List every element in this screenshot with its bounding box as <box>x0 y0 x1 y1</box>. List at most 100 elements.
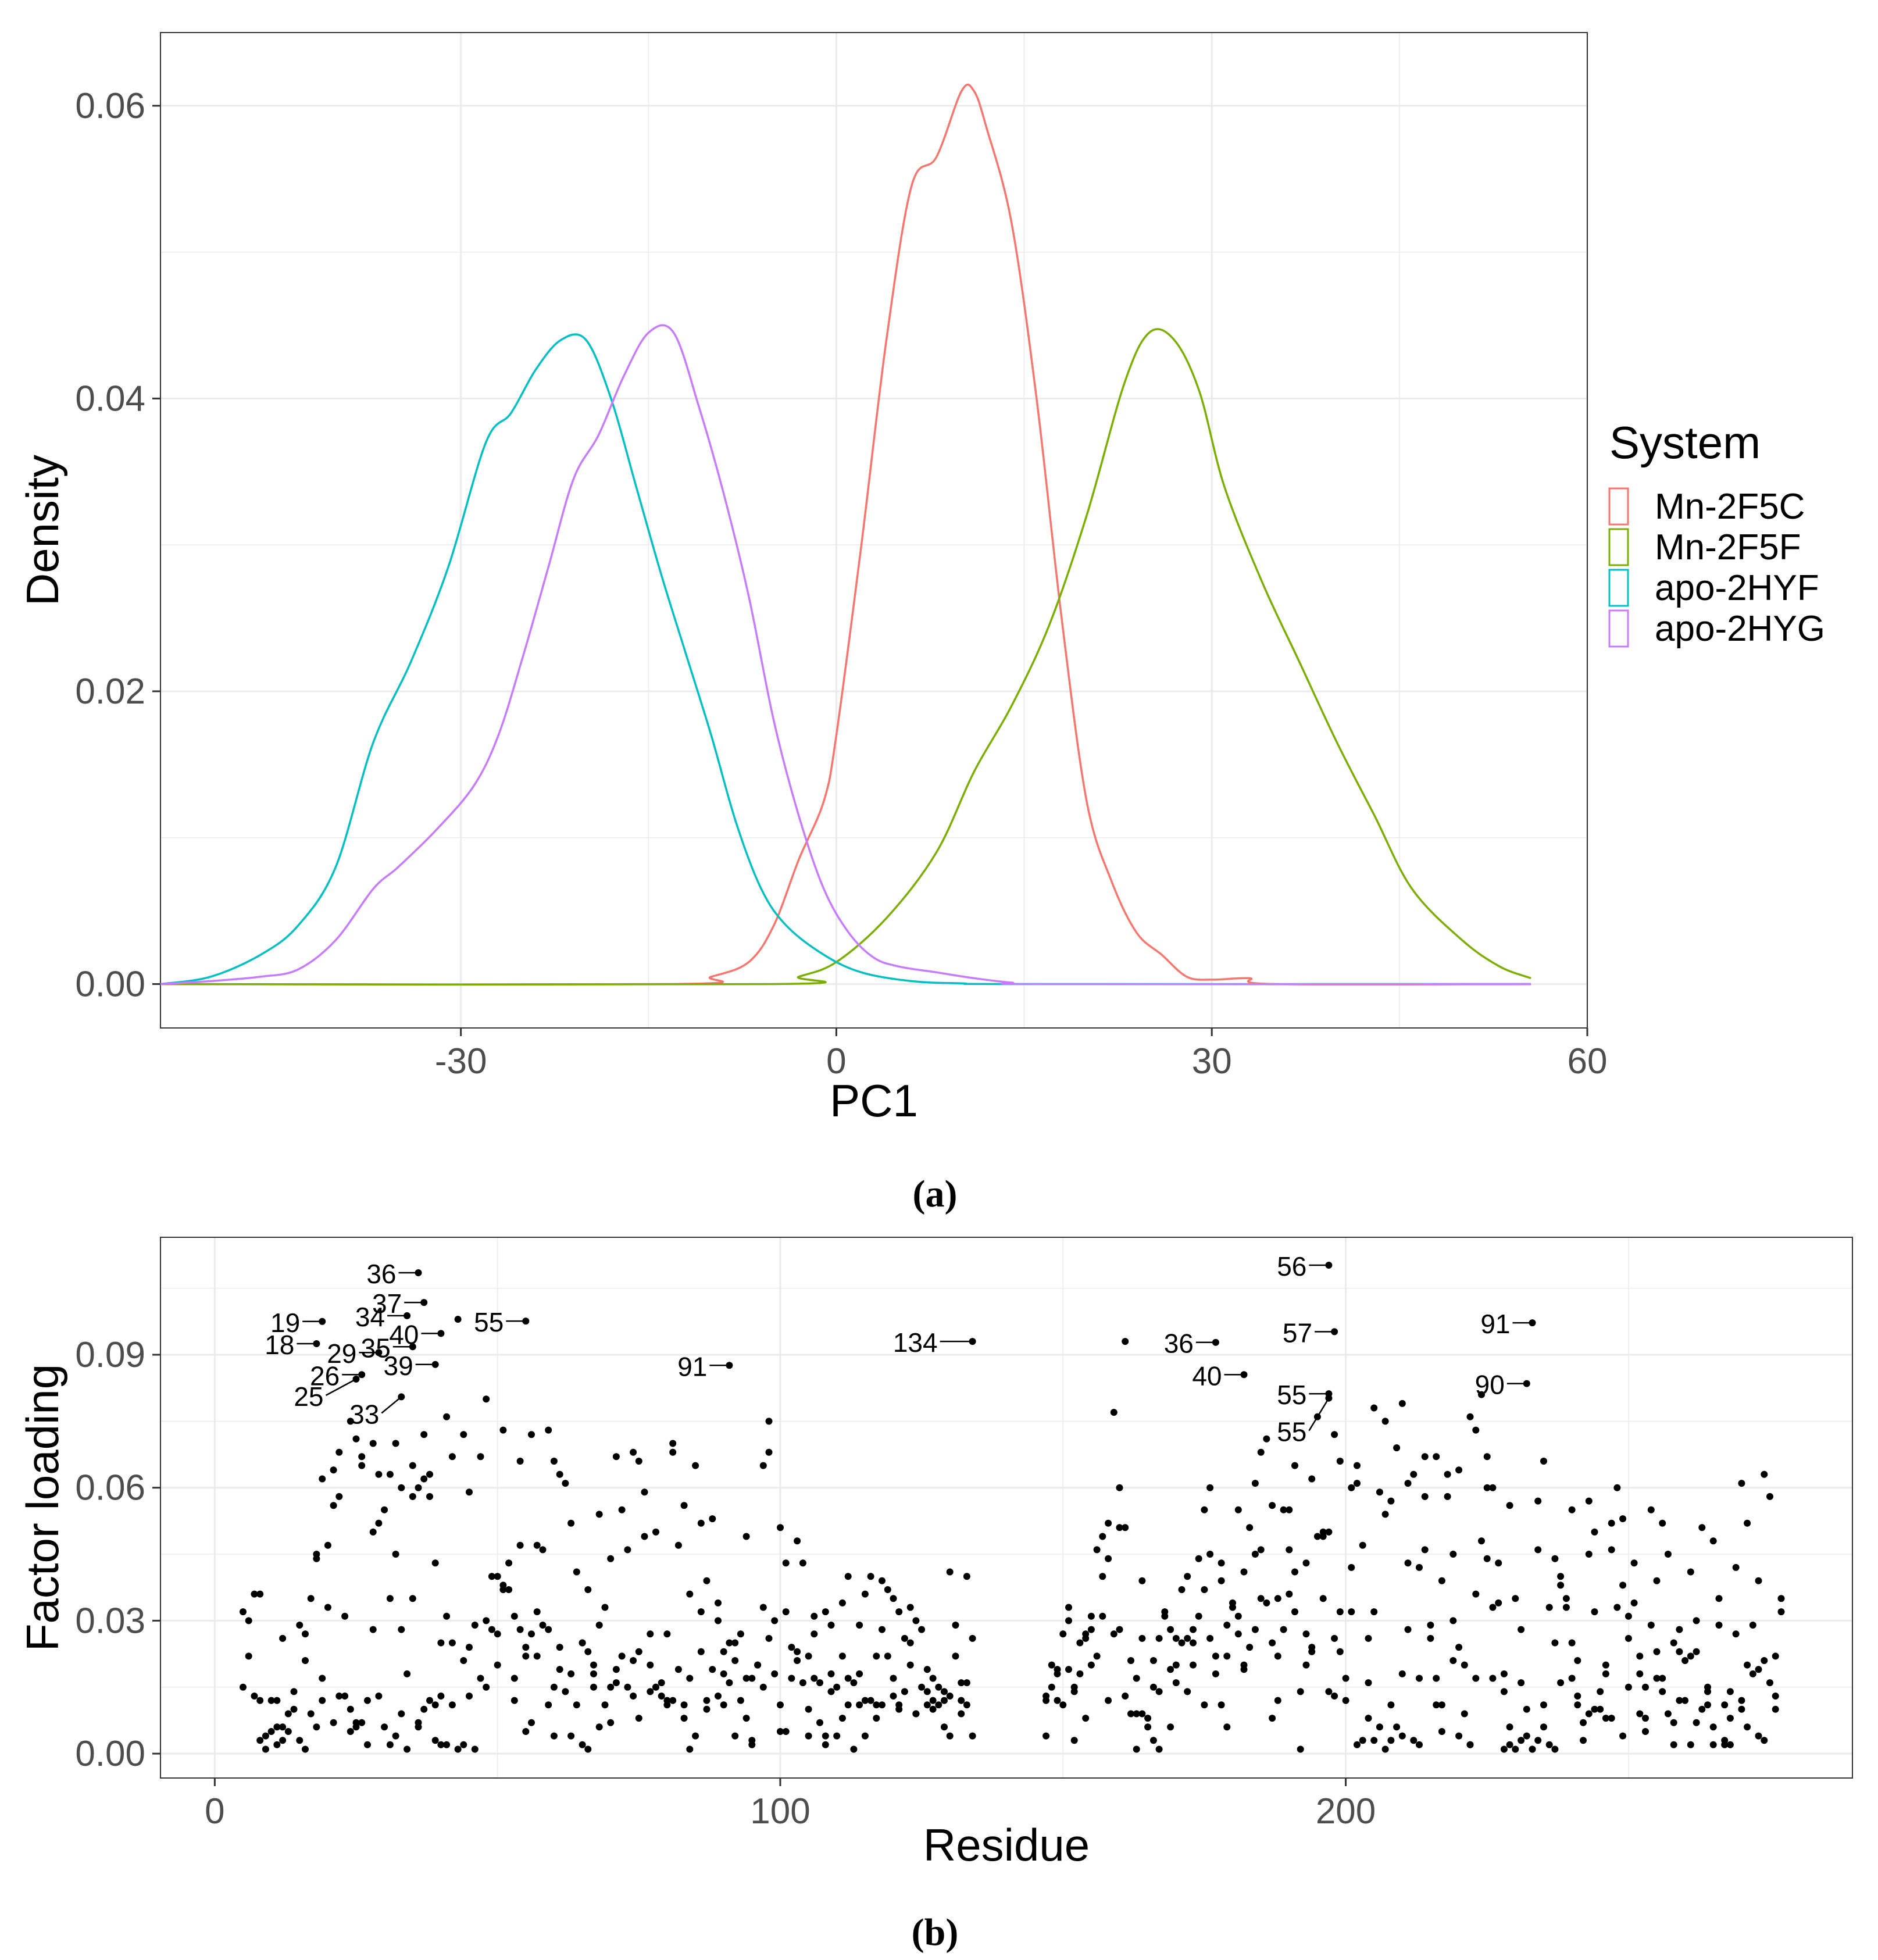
data-point <box>1568 1675 1576 1682</box>
data-point <box>1054 1670 1061 1677</box>
data-point <box>1766 1679 1773 1687</box>
data-point <box>1512 1595 1519 1602</box>
data-point <box>1704 1701 1711 1709</box>
data-point <box>867 1697 874 1704</box>
data-point <box>799 1679 806 1687</box>
data-point <box>550 1458 558 1465</box>
data-point <box>1054 1697 1061 1704</box>
data-point <box>1670 1719 1677 1726</box>
data-point <box>556 1644 563 1651</box>
data-point <box>1331 1431 1338 1438</box>
data-point <box>409 1493 416 1500</box>
data-point <box>386 1470 394 1478</box>
data-point <box>1557 1581 1565 1589</box>
data-point <box>1195 1612 1202 1620</box>
data-point <box>929 1697 937 1704</box>
data-point <box>1184 1634 1191 1642</box>
legend-item-mn-2f5f: Mn-2F5F <box>1608 527 1801 567</box>
data-point <box>929 1675 937 1682</box>
data-point <box>844 1675 852 1682</box>
data-point <box>1461 1710 1468 1718</box>
data-point <box>1619 1732 1627 1740</box>
data-point <box>1302 1630 1310 1638</box>
data-point <box>737 1630 744 1638</box>
data-point <box>1093 1652 1101 1660</box>
data-point <box>1354 1741 1361 1748</box>
data-point <box>1195 1555 1202 1562</box>
data-point <box>1308 1475 1316 1483</box>
label-leader-line <box>325 1378 357 1397</box>
data-point <box>1155 1688 1163 1695</box>
data-point <box>1365 1634 1372 1642</box>
x-axis-title: PC1 <box>830 1075 918 1126</box>
data-point <box>923 1666 931 1673</box>
data-point <box>494 1661 501 1669</box>
data-point <box>522 1728 530 1735</box>
data-point <box>358 1719 366 1726</box>
data-point <box>1172 1661 1180 1669</box>
data-point <box>533 1608 541 1616</box>
data-point <box>488 1573 495 1580</box>
data-point <box>1065 1617 1072 1625</box>
data-point <box>1580 1719 1587 1726</box>
point-label: 91 <box>677 1351 707 1381</box>
data-point <box>1280 1626 1287 1633</box>
data-point <box>256 1590 264 1598</box>
data-point <box>1772 1652 1779 1660</box>
data-point <box>686 1675 694 1682</box>
data-point <box>279 1737 287 1744</box>
data-point <box>884 1652 891 1660</box>
data-point <box>759 1462 767 1469</box>
data-point <box>448 1453 456 1461</box>
data-point <box>352 1719 360 1726</box>
data-point <box>1693 1617 1700 1625</box>
legend-label: Mn-2F5C <box>1655 487 1805 527</box>
data-point <box>1659 1675 1666 1682</box>
point-label: 26 <box>310 1361 340 1391</box>
data-point <box>1653 1675 1661 1682</box>
data-point <box>1274 1595 1281 1602</box>
density-curve-mn-2f5f <box>160 328 1531 986</box>
data-point <box>562 1480 569 1487</box>
data-point <box>1574 1657 1581 1664</box>
data-point <box>454 1316 462 1323</box>
data-point <box>1286 1546 1293 1554</box>
point-label: 29 <box>327 1338 356 1369</box>
data-point <box>448 1701 456 1709</box>
data-point <box>392 1440 399 1447</box>
data-point <box>369 1626 377 1633</box>
panel-a-caption: (a) <box>913 1173 958 1215</box>
data-point <box>279 1723 287 1731</box>
data-point <box>358 1462 366 1469</box>
data-point <box>703 1697 711 1704</box>
data-point <box>1308 1644 1316 1651</box>
data-point <box>1240 1666 1248 1673</box>
data-point <box>737 1697 744 1704</box>
data-point <box>437 1693 445 1700</box>
legend-key-apo-2hyg <box>1608 609 1629 648</box>
data-point <box>1557 1679 1565 1687</box>
data-point <box>1676 1626 1683 1633</box>
point-label: 39 <box>384 1351 413 1381</box>
data-point <box>946 1732 954 1740</box>
data-point <box>1489 1675 1497 1682</box>
legend-item-mn-2f5c: Mn-2F5C <box>1608 487 1805 527</box>
data-point <box>1105 1697 1112 1704</box>
data-point <box>352 1435 360 1443</box>
data-point <box>1726 1741 1734 1748</box>
data-point <box>1201 1586 1208 1593</box>
data-point <box>912 1617 920 1625</box>
data-point <box>1149 1657 1157 1664</box>
data-point <box>777 1728 784 1735</box>
data-point <box>545 1426 552 1434</box>
data-point <box>341 1612 349 1620</box>
data-point <box>545 1701 552 1709</box>
y-tick-label: 0.06 <box>75 1468 145 1508</box>
data-point <box>584 1648 592 1655</box>
data-point <box>850 1679 858 1687</box>
data-point <box>1099 1612 1106 1620</box>
y-tick-label: 0.00 <box>75 964 145 1004</box>
data-point <box>1540 1458 1547 1465</box>
data-point <box>822 1741 829 1748</box>
